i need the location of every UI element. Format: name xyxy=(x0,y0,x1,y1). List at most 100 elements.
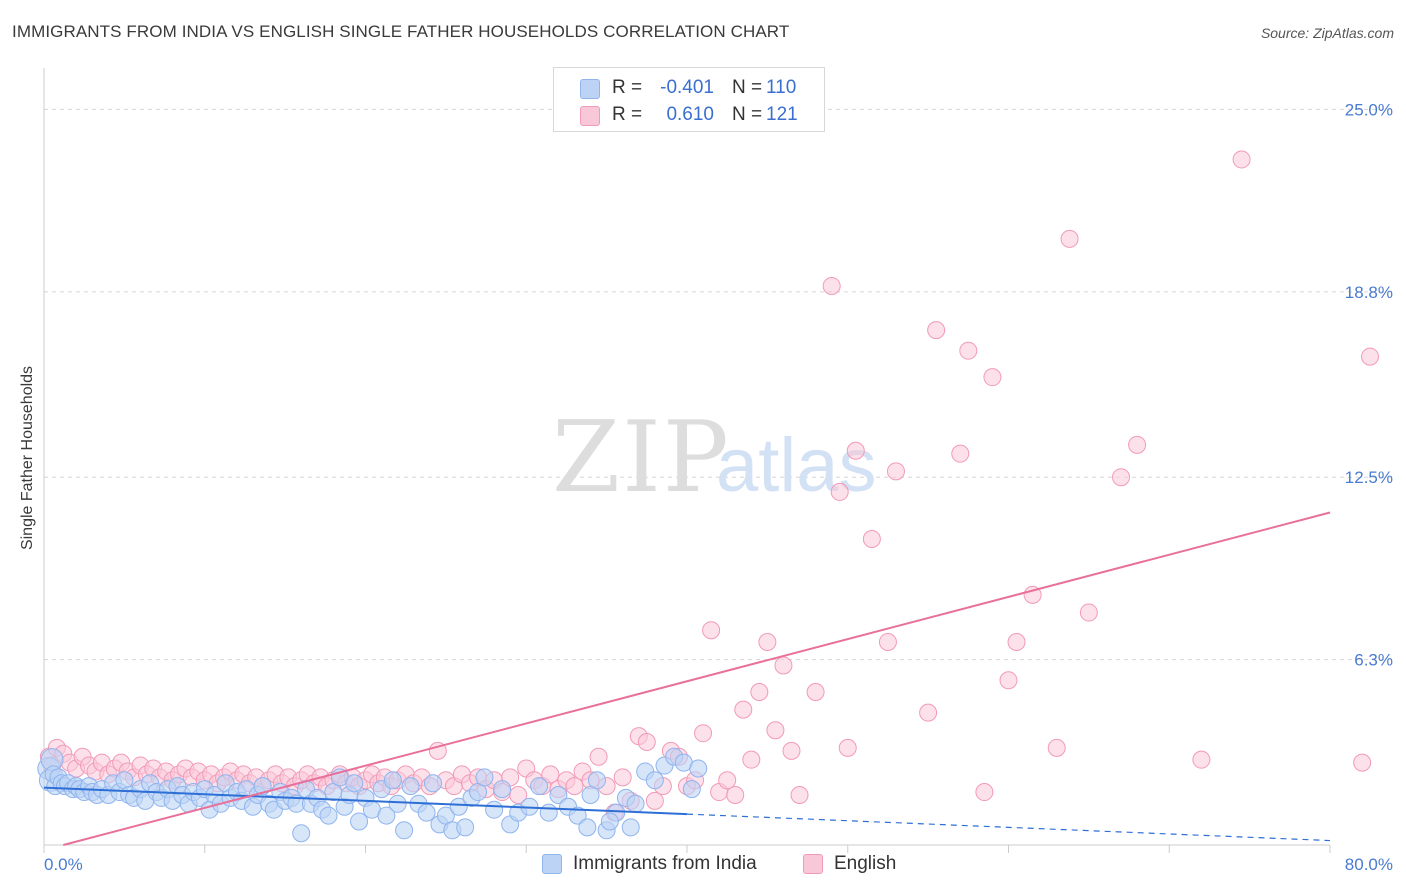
india-point xyxy=(600,812,619,831)
x-tick-label: 80.0% xyxy=(1345,855,1393,874)
english-point xyxy=(1232,150,1251,169)
india-point xyxy=(377,806,396,825)
english-point xyxy=(1361,347,1379,366)
english-point xyxy=(830,482,849,501)
english-point xyxy=(975,783,994,802)
y-tick-label: 6.3% xyxy=(1354,651,1393,670)
english-point xyxy=(702,621,721,640)
legend-swatch-india xyxy=(580,79,600,99)
india-point xyxy=(424,774,443,793)
english-point xyxy=(822,276,841,295)
english-point xyxy=(790,785,809,804)
india-point xyxy=(388,794,407,813)
legend: R = -0.401 N = 110 R = 0.610 N = 121 xyxy=(553,67,825,132)
english-point xyxy=(959,341,978,360)
legend-n-value-english: 121 xyxy=(766,104,798,125)
india-point xyxy=(578,818,597,837)
india-point xyxy=(253,777,272,796)
english-point xyxy=(1112,468,1131,487)
legend-r-label: R = xyxy=(612,77,643,98)
bottom-legend-label-english: English xyxy=(834,853,897,874)
english-point xyxy=(1079,603,1098,622)
bottom-legend-swatch-english xyxy=(803,854,823,874)
india-point xyxy=(292,824,311,843)
english-point xyxy=(1047,738,1066,757)
india-point xyxy=(401,777,420,796)
english-point xyxy=(758,632,777,651)
india-point xyxy=(549,785,568,804)
english-point xyxy=(541,765,560,784)
english-point xyxy=(565,777,584,796)
india-point xyxy=(350,812,369,831)
india-point xyxy=(682,780,701,799)
english-point xyxy=(726,785,745,804)
bottom-legend-swatch-india xyxy=(542,854,562,874)
english-point xyxy=(1353,753,1372,772)
legend-n-label: N = xyxy=(732,104,763,125)
y-tick-label: 12.5% xyxy=(1345,468,1393,487)
watermark: ZIP atlas xyxy=(552,401,877,515)
english-point xyxy=(645,791,664,810)
india-point xyxy=(493,780,512,799)
legend-r-value-english: 0.610 xyxy=(666,104,714,125)
india-point xyxy=(383,771,402,790)
india-point xyxy=(645,771,664,790)
india-point xyxy=(530,777,549,796)
english-point xyxy=(637,733,656,752)
india-point xyxy=(319,806,338,825)
y-tick-label: 18.8% xyxy=(1345,283,1393,302)
india-point xyxy=(689,759,708,778)
english-point xyxy=(1007,632,1026,651)
india-point xyxy=(456,818,475,837)
watermark-atlas: atlas xyxy=(716,423,877,508)
series-immigrants-from-india xyxy=(37,747,708,843)
bottom-legend-label-india: Immigrants from India xyxy=(573,853,757,874)
english-point xyxy=(1128,435,1147,454)
india-point xyxy=(417,803,436,822)
english-point xyxy=(782,741,801,760)
english-point xyxy=(1192,750,1211,769)
india-trend-line xyxy=(43,786,688,816)
india-point xyxy=(626,794,645,813)
india-point xyxy=(449,797,468,816)
english-point xyxy=(951,444,970,463)
english-trend-line xyxy=(63,511,1331,846)
english-point xyxy=(806,683,825,701)
chart-title: IMMIGRANTS FROM INDIA VS ENGLISH SINGLE … xyxy=(12,22,790,41)
english-point xyxy=(846,441,865,460)
english-point xyxy=(509,785,528,804)
y-tick-label: 25.0% xyxy=(1345,100,1393,119)
india-trend-extension xyxy=(686,813,1331,842)
english-point xyxy=(613,768,632,787)
english-point xyxy=(886,462,905,481)
trend-lines xyxy=(43,511,1331,846)
legend-r-value-india: -0.401 xyxy=(660,77,714,98)
bottom-legend: Immigrants from India English xyxy=(0,850,1406,880)
india-point xyxy=(621,818,640,837)
english-point xyxy=(927,321,946,340)
india-point xyxy=(345,774,364,793)
india-point xyxy=(581,785,600,804)
english-point xyxy=(742,750,761,769)
legend-r-label: R = xyxy=(612,104,643,125)
india-point xyxy=(475,768,494,787)
english-point xyxy=(694,724,713,743)
english-point xyxy=(734,700,753,719)
legend-n-label: N = xyxy=(732,77,763,98)
x-tick-labels: 0.0% 80.0% xyxy=(44,855,1393,874)
english-point xyxy=(862,530,881,548)
english-point xyxy=(838,738,857,757)
english-point xyxy=(750,683,769,701)
english-point xyxy=(1023,585,1042,604)
english-point xyxy=(589,747,608,766)
watermark-zip: ZIP xyxy=(552,401,731,515)
english-point xyxy=(999,671,1018,690)
axes xyxy=(43,68,1331,853)
gridlines xyxy=(44,108,1392,661)
legend-swatch-english xyxy=(580,106,600,126)
english-point xyxy=(878,632,897,651)
source-label: Source: ZipAtlas.com xyxy=(1260,25,1394,41)
legend-n-value-india: 110 xyxy=(766,77,797,98)
english-point xyxy=(1060,229,1079,248)
